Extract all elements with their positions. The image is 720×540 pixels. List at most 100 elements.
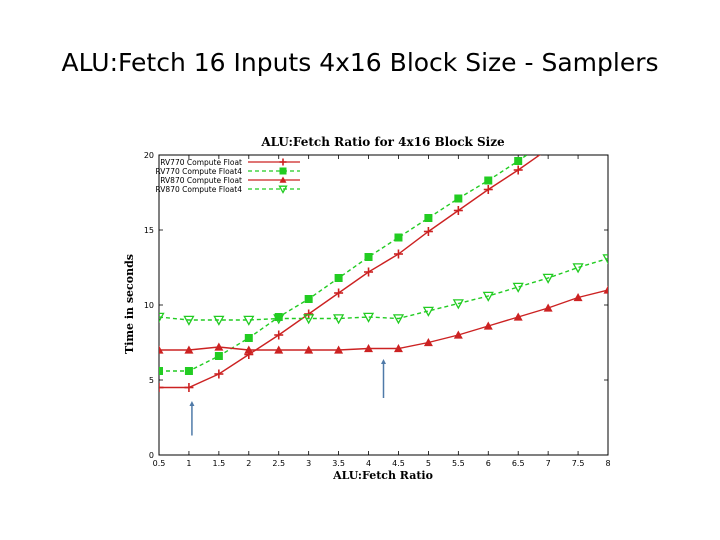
data-point-square bbox=[334, 274, 343, 282]
series-line bbox=[159, 257, 608, 321]
data-point-triangle-down bbox=[452, 299, 464, 310]
data-point-triangle-down bbox=[482, 291, 494, 302]
chart-title: ALU:Fetch Ratio for 4x16 Block Size bbox=[260, 135, 505, 149]
x-tick-label: 1.5 bbox=[212, 459, 225, 468]
series-layer bbox=[159, 97, 612, 392]
y-tick-label: 20 bbox=[144, 151, 154, 160]
data-point-triangle-down bbox=[159, 312, 165, 323]
y-axis-label: Time in seconds bbox=[123, 254, 136, 354]
data-point-plus bbox=[279, 158, 287, 166]
data-point-triangle-down bbox=[278, 185, 288, 194]
legend-label: RV770 Compute Float bbox=[160, 158, 242, 167]
data-point-triangle-down bbox=[602, 254, 608, 265]
data-point-square bbox=[244, 334, 253, 342]
data-point-triangle bbox=[423, 338, 433, 347]
data-point-triangle-down bbox=[303, 314, 315, 325]
data-point-plus bbox=[393, 249, 403, 259]
data-point-triangle bbox=[159, 345, 164, 354]
x-tick-label: 2.5 bbox=[272, 459, 285, 468]
data-point-square bbox=[214, 352, 223, 360]
data-point-triangle bbox=[274, 345, 284, 354]
data-point-plus bbox=[453, 206, 463, 215]
x-tick-label: 4 bbox=[366, 459, 371, 468]
data-point-triangle-down bbox=[243, 315, 255, 326]
data-point-square bbox=[514, 157, 523, 165]
data-point-triangle-down bbox=[362, 312, 375, 323]
data-point-plus bbox=[483, 185, 493, 194]
data-point-triangle-down bbox=[422, 306, 435, 317]
y-tick-label: 5 bbox=[149, 376, 154, 385]
y-tick-label: 0 bbox=[149, 451, 154, 460]
data-point-triangle-down bbox=[332, 314, 345, 325]
y-tick-label: 10 bbox=[144, 301, 154, 310]
data-point-triangle bbox=[483, 321, 493, 330]
data-point-triangle-down bbox=[213, 315, 225, 326]
data-point-plus bbox=[574, 124, 583, 133]
x-tick-label: 6.5 bbox=[512, 459, 525, 468]
series-line bbox=[159, 155, 541, 389]
series-3 bbox=[159, 285, 608, 354]
x-tick-label: 7 bbox=[546, 459, 551, 468]
data-point-triangle-down bbox=[273, 314, 285, 325]
series-2 bbox=[159, 97, 612, 375]
annotation-arrows bbox=[189, 359, 386, 436]
data-point-plus bbox=[159, 383, 164, 392]
x-tick-label: 5.5 bbox=[452, 459, 465, 468]
legend-label: RV870 Compute Float bbox=[160, 176, 242, 185]
x-tick-label: 5 bbox=[426, 459, 431, 468]
data-point-square bbox=[544, 136, 552, 144]
x-tick-label: 3 bbox=[306, 459, 311, 468]
data-point-triangle bbox=[453, 330, 463, 339]
data-point-triangle bbox=[244, 345, 254, 354]
arrow-head bbox=[189, 401, 195, 406]
data-point-square bbox=[274, 313, 283, 321]
data-point-triangle-down bbox=[183, 315, 195, 326]
data-point-triangle bbox=[573, 293, 583, 302]
annotation-arrow bbox=[381, 359, 386, 398]
data-point-triangle bbox=[513, 312, 523, 321]
plot-frame bbox=[158, 154, 609, 456]
data-point-square bbox=[394, 233, 403, 242]
data-point-plus bbox=[304, 309, 314, 319]
legend-label: RV870 Compute Float4 bbox=[155, 185, 242, 194]
data-point-triangle bbox=[334, 345, 344, 354]
data-point-triangle-down bbox=[572, 263, 584, 274]
x-tick-label: 1 bbox=[186, 459, 191, 468]
data-point-plus bbox=[513, 165, 523, 175]
data-point-triangle bbox=[304, 345, 314, 354]
data-point-square bbox=[159, 367, 163, 375]
data-point-triangle bbox=[364, 344, 374, 353]
data-point-plus bbox=[184, 383, 194, 392]
data-point-square bbox=[484, 176, 493, 185]
x-axis-ticks: 0.5 1 1.5 2 2.5 3 3.5 4 4.5 5 5.5 6 6.5 7 7.5 8 bbox=[153, 155, 611, 468]
data-point-square bbox=[184, 367, 193, 375]
data-point-plus bbox=[364, 267, 374, 277]
data-point-triangle-down bbox=[392, 314, 405, 325]
data-point-plus bbox=[544, 145, 553, 154]
x-tick-label: 8 bbox=[605, 459, 610, 468]
x-tick-label: 6 bbox=[486, 459, 491, 468]
slide-title: ALU:Fetch 16 Inputs 4x16 Block Size - Sa… bbox=[61, 48, 659, 77]
data-point-plus bbox=[334, 288, 344, 298]
data-point-triangle bbox=[393, 344, 403, 353]
data-point-triangle bbox=[214, 342, 224, 351]
data-point-square bbox=[454, 194, 463, 203]
y-axis-ticks: 0 5 10 15 20 bbox=[144, 151, 608, 460]
data-point-plus bbox=[214, 369, 224, 379]
arrow-head bbox=[381, 359, 386, 364]
series-4 bbox=[159, 254, 608, 326]
data-point-triangle bbox=[543, 303, 553, 312]
x-tick-label: 0.5 bbox=[153, 459, 166, 468]
series-1 bbox=[159, 124, 583, 392]
data-point-plus bbox=[274, 330, 284, 340]
data-point-triangle-down bbox=[512, 282, 524, 293]
data-point-square bbox=[304, 295, 313, 303]
data-point-triangle bbox=[184, 345, 194, 354]
data-point-plus bbox=[423, 227, 433, 236]
y-tick-label: 15 bbox=[144, 226, 154, 235]
data-point-square bbox=[604, 97, 612, 105]
x-tick-label: 4.5 bbox=[392, 459, 405, 468]
data-point-square bbox=[364, 253, 373, 261]
